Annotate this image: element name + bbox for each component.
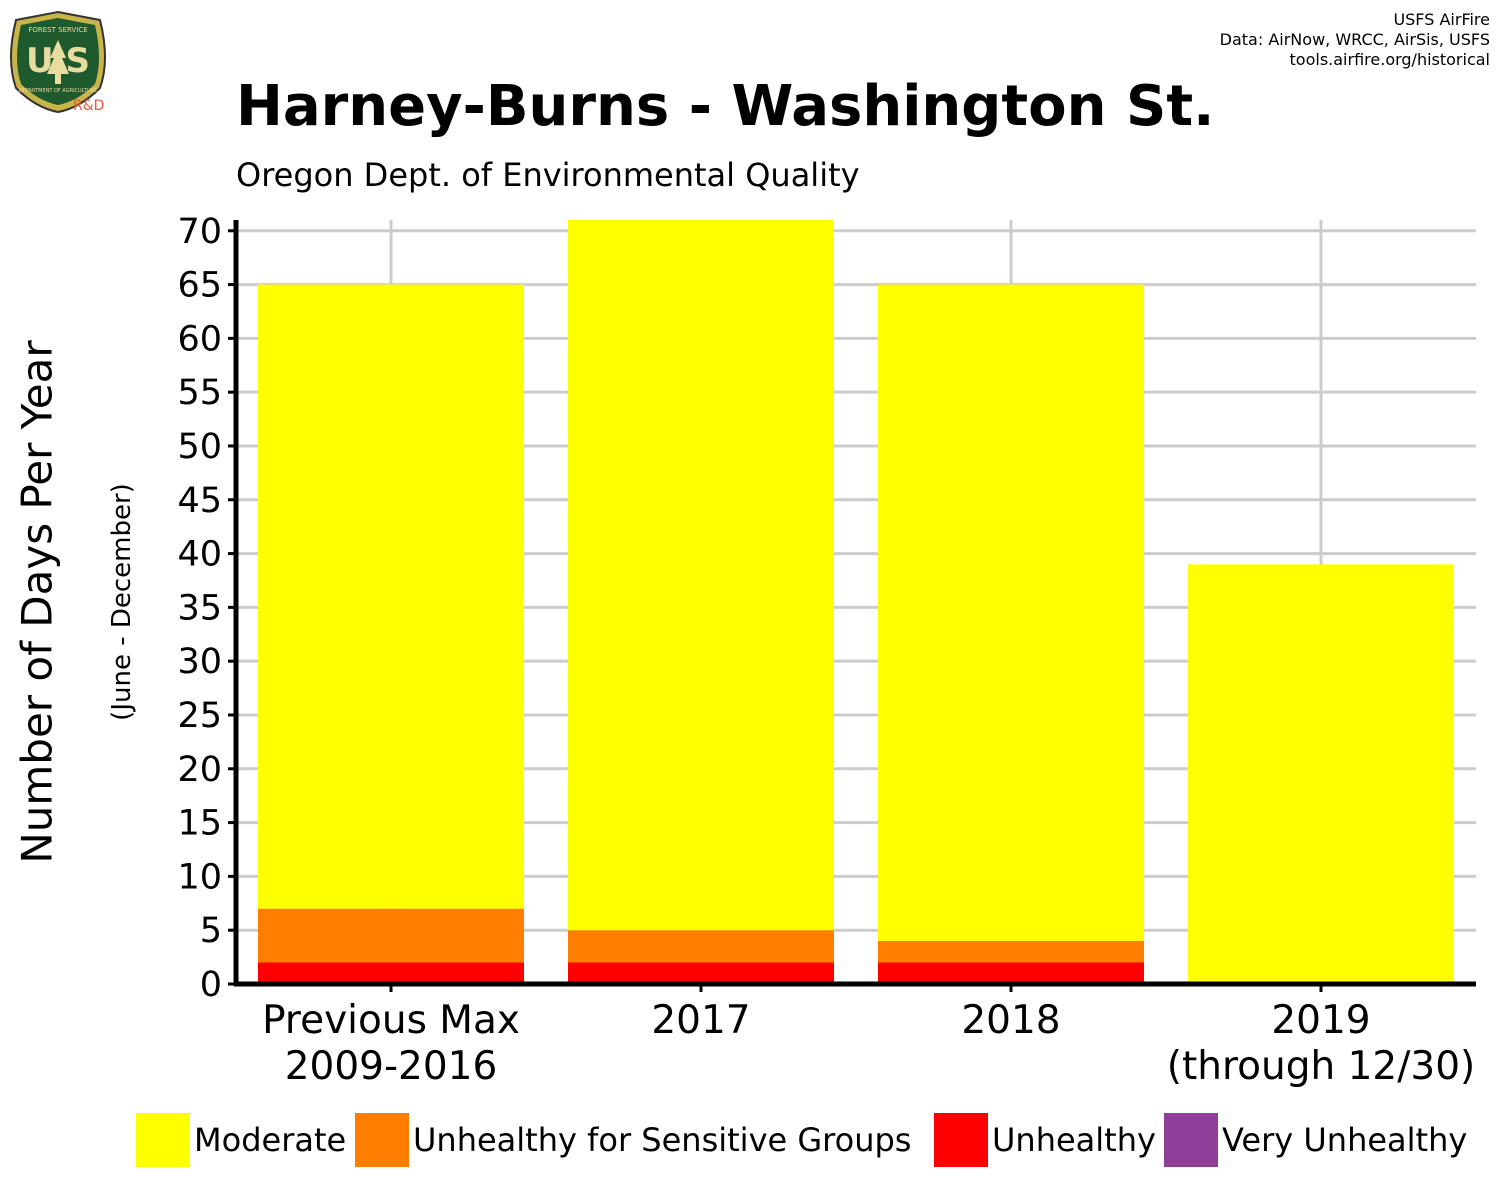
logo-bottom-text: DEPARTMENT OF AGRICULTURE <box>19 88 97 94</box>
usfs-shield-logo: FOREST SERVICE U S DEPARTMENT OF AGRICUL… <box>10 10 106 114</box>
x-tick-label: 2017 <box>651 998 750 1043</box>
bar-segment-moderate <box>258 284 524 909</box>
x-tick-label: (through 12/30) <box>1167 1044 1475 1089</box>
legend-label-very-unhealthy: Very Unhealthy <box>1222 1121 1468 1159</box>
bar-segment-usg <box>568 930 834 963</box>
y-tick-label: 50 <box>177 427 222 467</box>
chart-title: Harney-Burns - Washington St. <box>236 74 1215 139</box>
y-tick-label: 70 <box>177 212 222 252</box>
legend-item-unhealthy: Unhealthy <box>934 1112 1156 1168</box>
legend-item-very-unhealthy: Very Unhealthy <box>1164 1112 1467 1168</box>
credits: USFS AirFire Data: AirNow, WRCC, AirSis,… <box>1220 10 1490 70</box>
y-tick-label: 25 <box>177 696 222 736</box>
legend-swatch-unhealthy <box>934 1113 988 1167</box>
y-tick-labels: 0 5 10 15 20 25 30 35 40 45 50 55 60 65 70 <box>177 212 222 1005</box>
y-tick-label: 15 <box>177 804 222 844</box>
x-tick-label: 2009-2016 <box>285 1044 498 1089</box>
x-tick-label: 2019 <box>1271 998 1370 1043</box>
credit-data-sources: Data: AirNow, WRCC, AirSis, USFS <box>1219 30 1490 49</box>
legend-item-usg: Unhealthy for Sensitive Groups <box>355 1112 911 1168</box>
credit-url: tools.airfire.org/historical <box>1289 50 1490 69</box>
y-axis-label: Number of Days Per Year <box>12 340 62 864</box>
y-tick-label: 10 <box>177 857 222 897</box>
legend-swatch-moderate <box>136 1113 190 1167</box>
bar-segment-moderate <box>1188 564 1454 984</box>
chart-subtitle: Oregon Dept. of Environmental Quality <box>236 156 860 194</box>
bar-segment-unhealthy <box>878 962 1144 984</box>
legend-swatch-very-unhealthy <box>1164 1113 1218 1167</box>
y-axis-sublabel: (June - December) <box>107 483 137 721</box>
bar-segment-moderate <box>878 284 1144 941</box>
bar-segment-unhealthy <box>258 962 524 984</box>
y-tick-label: 20 <box>177 750 222 790</box>
axes <box>228 220 1476 992</box>
y-tick-label: 55 <box>177 373 222 413</box>
legend-label-unhealthy: Unhealthy <box>992 1121 1156 1159</box>
y-tick-label: 0 <box>200 965 222 1005</box>
logo-top-text: FOREST SERVICE <box>28 26 87 34</box>
credit-airfire: USFS AirFire <box>1393 10 1490 29</box>
bar-segment-usg <box>878 940 1144 963</box>
y-tick-label: 35 <box>177 588 222 628</box>
bar-segment-unhealthy <box>568 962 834 984</box>
legend: Moderate Unhealthy for Sensitive Groups … <box>0 1112 1500 1170</box>
legend-item-moderate: Moderate <box>136 1112 346 1168</box>
legend-label-moderate: Moderate <box>194 1121 347 1159</box>
bar-segment-moderate <box>568 220 834 931</box>
x-tick-label: 2018 <box>961 998 1060 1043</box>
y-tick-label: 65 <box>177 266 222 306</box>
y-tick-label: 40 <box>177 535 222 575</box>
y-tick-label: 60 <box>177 319 222 359</box>
y-tick-label: 45 <box>177 481 222 521</box>
logo-rd-text: R&D <box>73 98 105 114</box>
bars <box>258 220 1454 984</box>
x-tick-label: Previous Max <box>262 998 520 1043</box>
legend-label-usg: Unhealthy for Sensitive Groups <box>413 1121 912 1159</box>
legend-swatch-usg <box>355 1113 409 1167</box>
y-tick-label: 30 <box>177 642 222 682</box>
y-tick-label: 5 <box>200 911 222 951</box>
bar-segment-usg <box>258 908 524 963</box>
